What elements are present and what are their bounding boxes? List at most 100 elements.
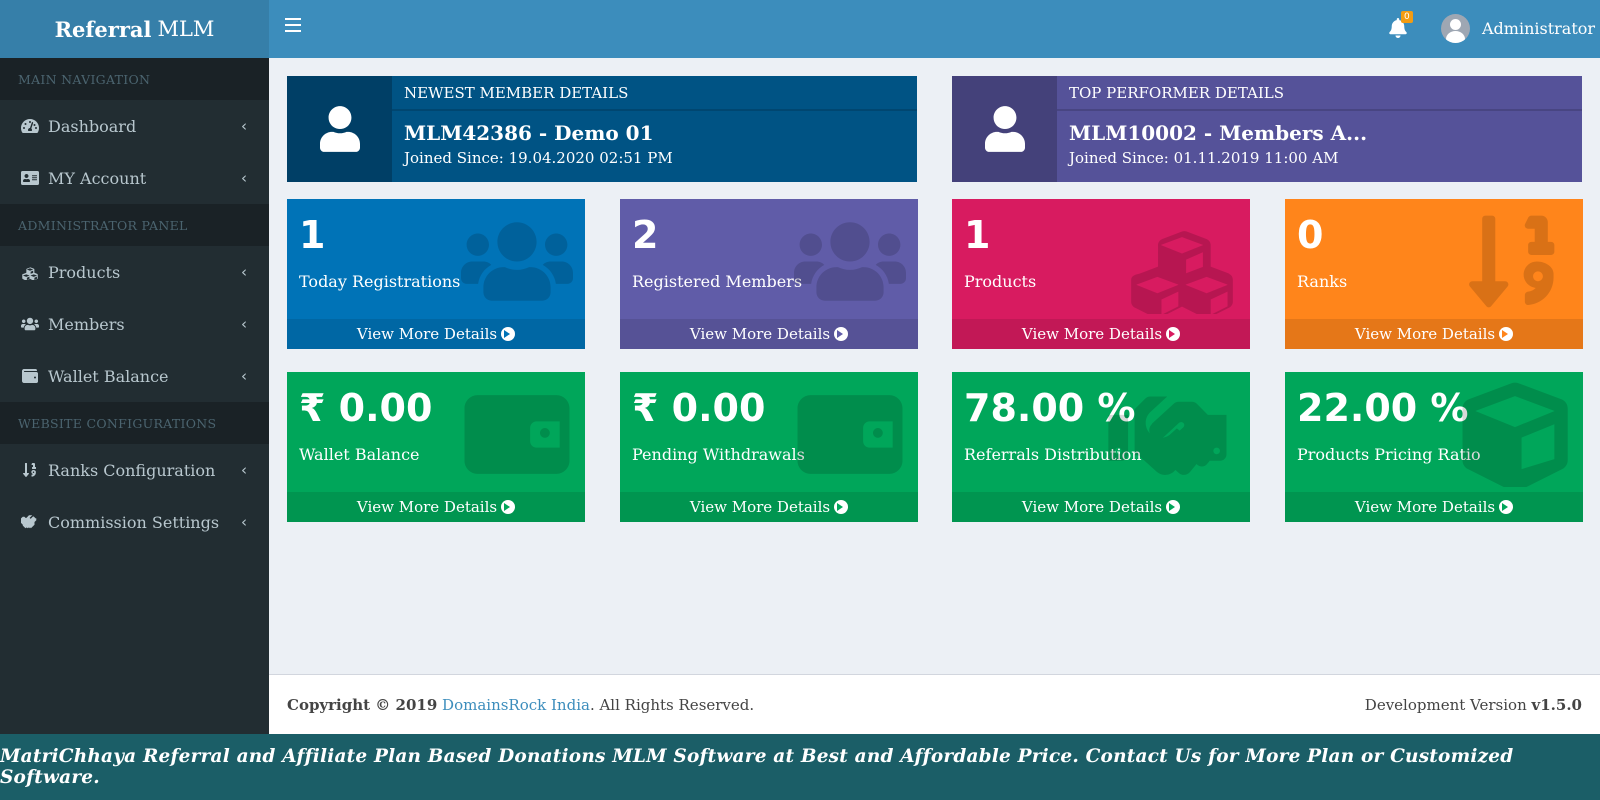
sort-numeric-icon (1459, 209, 1571, 314)
link-label: View More Details (1354, 325, 1496, 343)
cube-icon (1459, 382, 1571, 492)
page-footer: Copyright © 2019 DomainsRock India. All … (269, 674, 1600, 734)
notifications-bell-icon[interactable]: 0 (1389, 11, 1413, 40)
view-more-details-link[interactable]: View More Details (1285, 492, 1583, 522)
view-more-details-link[interactable]: View More Details (287, 492, 585, 522)
cubes-icon (1126, 209, 1238, 319)
sidebar-item-products[interactable]: Products ‹ (0, 246, 269, 298)
user-menu[interactable]: Administrator (1441, 14, 1595, 43)
top-navbar: 0 Administrator (269, 0, 1600, 58)
sidebar-item-label: Members (48, 314, 125, 334)
ranks-box: 0 Ranks View More Details (1285, 199, 1583, 349)
stat-value: 0 (1297, 213, 1324, 257)
notification-count-badge: 0 (1401, 11, 1413, 23)
view-more-details-link[interactable]: View More Details (952, 319, 1250, 349)
sidebar-header-website-configurations: WEBSITE CONFIGURATIONS (0, 402, 269, 444)
info-box-member: MLM42386 - Demo 01 (404, 121, 654, 145)
info-box-title: TOP PERFORMER DETAILS (1057, 76, 1582, 111)
sidebar-item-dashboard[interactable]: Dashboard ‹ (0, 100, 269, 152)
arrow-circle-right-icon (1166, 327, 1181, 341)
stat-label: Products Pricing Ratio (1297, 445, 1481, 464)
view-more-details-link[interactable]: View More Details (620, 319, 918, 349)
stat-label: Today Registrations (299, 272, 461, 291)
id-card-icon (20, 169, 40, 187)
sidebar-item-label: Ranks Configuration (48, 460, 216, 480)
app-logo[interactable]: Referral MLM (0, 0, 269, 58)
sidebar-item-label: Dashboard (48, 116, 137, 136)
sort-numeric-icon (20, 461, 40, 479)
newest-member-info-box: NEWEST MEMBER DETAILS MLM42386 - Demo 01… (287, 76, 917, 182)
sidebar-item-label: MY Account (48, 168, 147, 188)
view-more-details-link[interactable]: View More Details (1285, 319, 1583, 349)
sidebar-header-main-navigation: MAIN NAVIGATION (0, 58, 269, 100)
stat-label: Ranks (1297, 272, 1348, 291)
link-label: View More Details (1021, 498, 1163, 516)
sidebar-item-members[interactable]: Members ‹ (0, 298, 269, 350)
sidebar-toggle-icon[interactable] (285, 18, 301, 32)
user-name: Administrator (1482, 19, 1596, 38)
view-more-details-link[interactable]: View More Details (952, 492, 1250, 522)
users-icon (794, 209, 906, 314)
user-icon (952, 76, 1057, 182)
sidebar-item-label: Wallet Balance (48, 366, 169, 386)
cubes-icon (20, 263, 40, 281)
user-icon (287, 76, 392, 182)
copyright-text: Copyright © 2019 (287, 695, 438, 714)
version-number: v1.5.0 (1531, 695, 1582, 714)
chevron-left-icon: ‹ (241, 513, 247, 531)
sidebar-item-label: Products (48, 262, 121, 282)
stat-value: 1 (299, 213, 326, 257)
registered-members-box: 2 Registered Members View More Details (620, 199, 918, 349)
stat-label: Pending Withdrawals (632, 445, 805, 464)
arrow-circle-right-icon (1499, 500, 1514, 514)
link-label: View More Details (1354, 498, 1496, 516)
chevron-left-icon: ‹ (241, 315, 247, 333)
stat-value: 2 (632, 213, 659, 257)
handshake-icon (1104, 382, 1244, 487)
arrow-circle-right-icon (834, 500, 849, 514)
sidebar-item-wallet-balance[interactable]: Wallet Balance ‹ (0, 350, 269, 402)
products-box: 1 Products View More Details (952, 199, 1250, 349)
handshake-icon (20, 513, 40, 531)
today-registrations-box: 1 Today Registrations View More Details (287, 199, 585, 349)
info-box-joined: Joined Since: 01.11.2019 11:00 AM (1069, 149, 1339, 167)
stat-label: Referrals Distribution (964, 445, 1142, 464)
view-more-details-link[interactable]: View More Details (620, 492, 918, 522)
stat-label: Registered Members (632, 272, 803, 291)
promo-banner: MatriChhaya Referral and Affiliate Plan … (0, 734, 1600, 800)
link-label: View More Details (356, 325, 498, 343)
chevron-left-icon: ‹ (241, 461, 247, 479)
link-label: View More Details (689, 325, 831, 343)
sidebar-item-commission-settings[interactable]: Commission Settings ‹ (0, 496, 269, 548)
stat-value: ₹ 0.00 (632, 386, 766, 430)
link-label: View More Details (1021, 325, 1163, 343)
sidebar-item-my-account[interactable]: MY Account ‹ (0, 152, 269, 204)
users-icon (461, 209, 573, 314)
chevron-left-icon: ‹ (241, 263, 247, 281)
stat-label: Products (964, 272, 1037, 291)
chevron-left-icon: ‹ (241, 169, 247, 187)
referrals-distribution-box: 78.00 % Referrals Distribution View More… (952, 372, 1250, 522)
chevron-left-icon: ‹ (241, 367, 247, 385)
wallet-icon (461, 382, 573, 487)
products-pricing-ratio-box: 22.00 % Products Pricing Ratio View More… (1285, 372, 1583, 522)
arrow-circle-right-icon (1166, 500, 1181, 514)
sidebar-item-ranks-configuration[interactable]: Ranks Configuration ‹ (0, 444, 269, 496)
link-label: View More Details (356, 498, 498, 516)
arrow-circle-right-icon (834, 327, 849, 341)
main-content: NEWEST MEMBER DETAILS MLM42386 - Demo 01… (269, 58, 1600, 674)
arrow-circle-right-icon (501, 500, 516, 514)
sidebar: MAIN NAVIGATION Dashboard ‹ MY Account ‹… (0, 58, 269, 734)
stat-value: 22.00 % (1297, 386, 1469, 430)
wallet-balance-box: ₹ 0.00 Wallet Balance View More Details (287, 372, 585, 522)
chevron-left-icon: ‹ (241, 117, 247, 135)
sidebar-item-label: Commission Settings (48, 512, 220, 532)
dashboard-icon (20, 117, 40, 135)
rights-text: . All Rights Reserved. (589, 695, 755, 714)
view-more-details-link[interactable]: View More Details (287, 319, 585, 349)
pending-withdrawals-box: ₹ 0.00 Pending Withdrawals View More Det… (620, 372, 918, 522)
users-icon (20, 315, 40, 333)
company-link[interactable]: DomainsRock India (442, 695, 590, 714)
wallet-icon (794, 382, 906, 487)
top-performer-info-box: TOP PERFORMER DETAILS MLM10002 - Members… (952, 76, 1582, 182)
